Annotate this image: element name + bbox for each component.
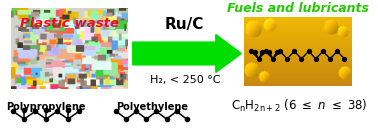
Text: Plastic waste: Plastic waste xyxy=(20,17,119,30)
Text: Ru/C: Ru/C xyxy=(165,17,204,32)
Text: $\mathrm{C_nH_{2n+2}}$ (6 $\leq$ $n$ $\leq$ 38): $\mathrm{C_nH_{2n+2}}$ (6 $\leq$ $n$ $\l… xyxy=(231,98,367,114)
FancyArrow shape xyxy=(133,34,241,72)
Text: H₂, < 250 °C: H₂, < 250 °C xyxy=(150,75,220,85)
Text: Polypropylene: Polypropylene xyxy=(6,102,86,112)
Text: Fuels and lubricants: Fuels and lubricants xyxy=(227,3,369,15)
Text: Polyethylene: Polyethylene xyxy=(116,102,188,112)
